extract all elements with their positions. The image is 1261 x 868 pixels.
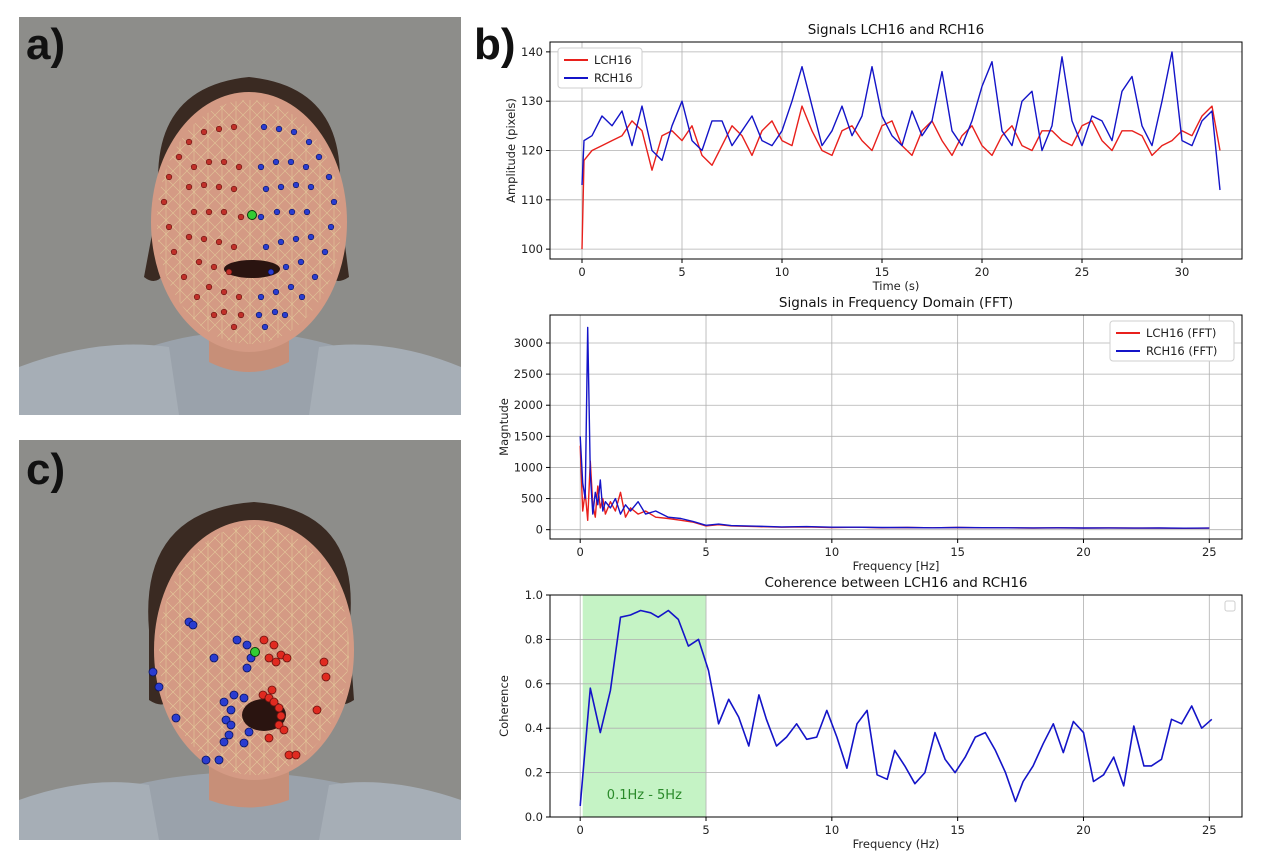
x-tick-label: 25 (1202, 823, 1217, 837)
y-tick-label: 2000 (514, 398, 543, 412)
x-tick-label: 10 (825, 545, 840, 559)
y-tick-label: 130 (521, 94, 543, 108)
chart-title: Signals LCH16 and RCH16 (808, 22, 985, 38)
plot-frame (549, 594, 1243, 818)
x-tick-label: 20 (1076, 545, 1091, 559)
panel-label-c: c) (26, 445, 66, 494)
y-tick-label: 100 (521, 242, 543, 256)
y-tick-label: 1000 (514, 460, 543, 474)
x-tick-label: 15 (950, 823, 965, 837)
y-tick-label: 0.8 (525, 632, 543, 646)
x-tick-label: 10 (775, 265, 790, 279)
band-region (582, 595, 707, 817)
chart-0: 0 5 10 15 20 25 30 100 110 120 130 140 Signals LCH16… (504, 22, 1243, 293)
y-tick-label: 140 (521, 45, 543, 59)
series-line-1 (581, 51, 1221, 191)
x-axis-label: Frequency (Hz) (853, 837, 940, 851)
x-tick-label: 0 (577, 823, 584, 837)
legend-label: LCH16 (594, 53, 632, 67)
y-tick-label: 120 (521, 144, 543, 158)
x-tick-label: 20 (1076, 823, 1091, 837)
x-axis-label: Time (s) (872, 279, 920, 293)
chart-1: 0 5 10 15 20 25 0 500 1000 1500 2000 2500 3000 Signal… (497, 295, 1243, 573)
x-tick-label: 20 (975, 265, 990, 279)
y-tick-label: 3000 (514, 336, 543, 350)
chart-title: Signals in Frequency Domain (FFT) (779, 295, 1013, 311)
y-tick-label: 0.2 (525, 766, 543, 780)
legend-label: RCH16 (594, 71, 633, 85)
y-tick-label: 500 (521, 492, 543, 506)
right-landmarks-c (148, 617, 256, 765)
x-axis-label: Frequency [Hz] (853, 559, 940, 573)
band-label: 0.1Hz - 5Hz (607, 788, 682, 803)
y-tick-label: 1.0 (525, 588, 543, 602)
x-tick-label: 5 (702, 823, 709, 837)
x-tick-label: 25 (1075, 265, 1090, 279)
face-photo-c (19, 440, 461, 840)
series-line-0 (579, 609, 1213, 806)
right-landmarks (255, 123, 338, 331)
midpoint-landmark (247, 210, 257, 220)
y-tick-label: 110 (521, 193, 543, 207)
legend-box (1224, 600, 1236, 612)
left-landmarks (160, 123, 245, 331)
series-line-0 (581, 105, 1221, 250)
y-tick-label: 0.0 (525, 810, 543, 824)
face-photo-a (19, 17, 461, 415)
x-tick-label: 15 (950, 545, 965, 559)
y-axis-label: Amplitude (pixels) (504, 98, 518, 203)
face-image-a (19, 17, 461, 415)
plot-frame (549, 314, 1243, 540)
x-tick-label: 25 (1202, 545, 1217, 559)
legend-label: RCH16 (FFT) (1146, 344, 1217, 358)
y-tick-label: 0 (536, 523, 543, 537)
panel-label-a: a) (26, 20, 66, 69)
series-line-1 (579, 326, 1210, 529)
panel-label-b: b) (474, 20, 516, 69)
x-tick-label: 15 (875, 265, 890, 279)
y-tick-label: 0.6 (525, 677, 543, 691)
y-tick-label: 2500 (514, 367, 543, 381)
left-landmarks-c (258, 635, 331, 760)
series-line-0 (579, 445, 1210, 529)
legend-box (1109, 320, 1235, 362)
y-tick-label: 0.4 (525, 721, 543, 735)
face-image-c (19, 440, 461, 840)
x-tick-label: 0 (578, 265, 585, 279)
x-tick-label: 0 (577, 545, 584, 559)
x-tick-label: 5 (702, 545, 709, 559)
chart-title: Coherence between LCH16 and RCH16 (764, 575, 1027, 591)
y-axis-label: Coherence (497, 675, 511, 737)
x-tick-label: 30 (1175, 265, 1190, 279)
midpoint-landmark (250, 647, 260, 657)
x-tick-label: 10 (825, 823, 840, 837)
chart-2: 0.1Hz - 5Hz 0 5 10 15 20 25 0.0 0.2 0.4 0.6 0.8 1.0 C… (497, 575, 1243, 851)
y-tick-label: 1500 (514, 429, 543, 443)
y-axis-label: Magntude (497, 398, 511, 456)
legend-label: LCH16 (FFT) (1146, 326, 1216, 340)
x-tick-label: 5 (678, 265, 685, 279)
